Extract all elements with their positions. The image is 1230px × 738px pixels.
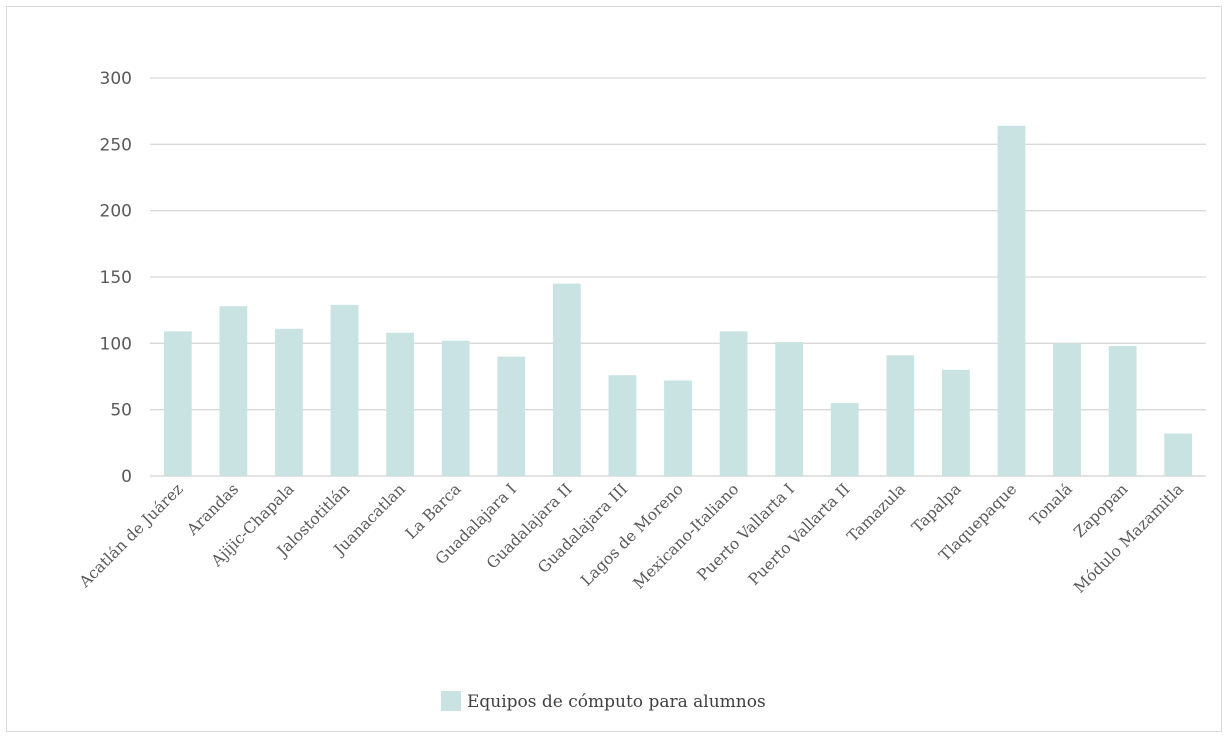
bar	[163, 331, 192, 476]
bar	[386, 332, 414, 476]
y-tick-label: 50	[110, 401, 132, 421]
x-tick-label: Puerto Vallarta II	[745, 480, 854, 589]
y-tick-label: 250	[100, 135, 132, 155]
x-tick-label: Tonalá	[1026, 480, 1075, 529]
bar	[886, 355, 915, 476]
x-tick-label: Tamazula	[844, 480, 910, 546]
x-tick-label: Acatlán de Juárez	[75, 480, 186, 591]
bar	[830, 403, 859, 476]
bar	[219, 306, 248, 476]
x-tick-label: Lagos de Moreno	[577, 480, 686, 589]
y-tick-label: 150	[100, 268, 132, 288]
bar	[608, 375, 637, 476]
bar	[664, 380, 692, 476]
x-axis: Acatlán de JuárezArandasAjijic-ChapalaJa…	[75, 480, 1187, 597]
x-tick-label: Puerto Vallarta I	[694, 480, 798, 584]
gridlines	[150, 77, 1206, 477]
x-tick-label: Módulo Mazamitla	[1070, 480, 1187, 597]
y-tick-label: 0	[121, 467, 132, 487]
y-tick-label: 100	[100, 334, 132, 354]
bar	[1164, 433, 1193, 476]
x-tick-label: Tapalpa	[908, 480, 964, 536]
bar	[441, 340, 470, 476]
bar	[1108, 345, 1137, 476]
bar	[497, 356, 526, 476]
bar	[330, 304, 359, 476]
bar	[275, 328, 303, 476]
bars	[163, 125, 1193, 476]
y-tick-label: 300	[100, 69, 132, 89]
legend: Equipos de cómputo para alumnos	[441, 691, 766, 712]
bar	[719, 331, 748, 476]
bar	[997, 125, 1026, 476]
bar	[552, 283, 581, 476]
y-tick-label: 200	[100, 202, 132, 222]
bar	[1053, 343, 1081, 476]
bar	[775, 342, 804, 476]
y-axis: 0 50 100 150 200 250 300	[100, 69, 132, 487]
x-tick-label: Mexicano-Italiano	[630, 480, 743, 593]
legend-label: Equipos de cómputo para alumnos	[467, 692, 766, 712]
legend-swatch	[441, 691, 461, 711]
bar	[942, 369, 970, 476]
